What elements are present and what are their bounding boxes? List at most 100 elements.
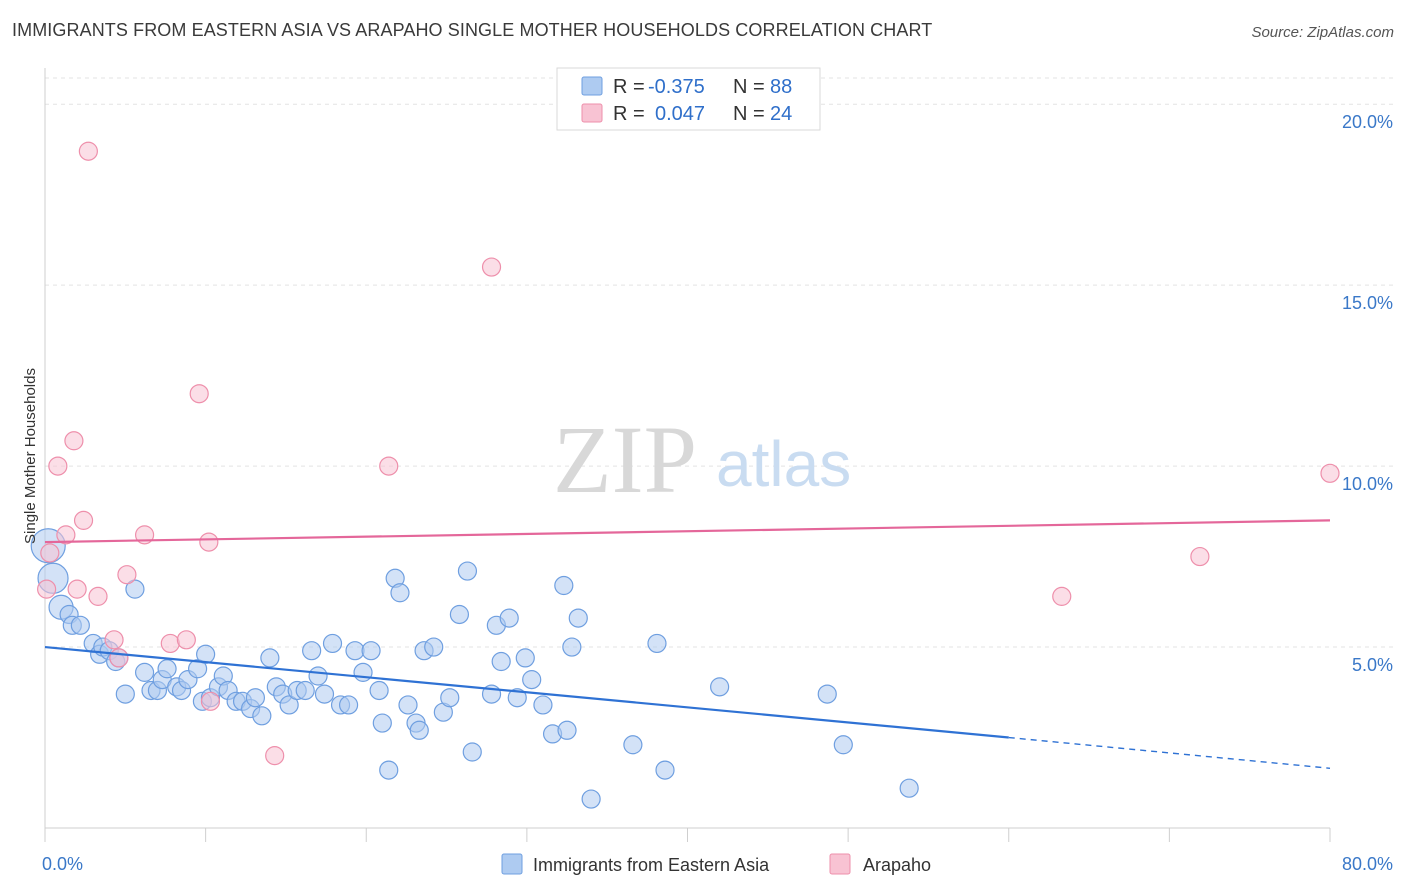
eastern-asia-point	[379, 760, 399, 780]
eastern-asia-point	[125, 579, 145, 599]
eastern-asia-point	[833, 735, 853, 755]
eastern-asia-point	[581, 789, 601, 809]
arapaho-point	[117, 565, 137, 585]
arapaho-point	[379, 456, 399, 476]
arapaho-point	[265, 746, 285, 766]
eastern-asia-point	[134, 662, 155, 682]
eastern-asia-point	[322, 633, 343, 654]
arapaho-point	[67, 579, 87, 599]
eastern-asia-trend-extension	[1008, 736, 1331, 769]
eastern-asia-point	[369, 680, 389, 701]
eastern-asia-point	[817, 684, 837, 704]
eastern-asia-point	[554, 575, 574, 596]
eastern-asia-point	[260, 648, 280, 668]
eastern-asia-point	[302, 641, 322, 661]
eastern-asia-point	[157, 659, 177, 679]
eastern-asia-point	[409, 720, 429, 740]
eastern-asia-point	[515, 648, 535, 668]
watermark: ZIP atlas	[553, 406, 851, 513]
eastern-asia-point	[252, 706, 272, 726]
arapaho-point	[1190, 546, 1210, 567]
arapaho-point	[189, 384, 209, 404]
arapaho-point	[56, 525, 76, 545]
eastern-asia-point	[457, 561, 478, 581]
eastern-asia-point	[562, 637, 582, 657]
eastern-asia-point	[647, 633, 667, 654]
arapaho-point	[200, 691, 221, 711]
y-tick-labels: 5.0% 10.0% 15.0% 20.0%	[1342, 112, 1393, 675]
watermark-zip: ZIP	[553, 406, 697, 513]
arapaho-point	[37, 579, 57, 599]
y-tick-label: 10.0%	[1342, 474, 1393, 494]
eastern-asia-point	[899, 778, 919, 798]
arapaho-point	[48, 456, 68, 476]
arapaho-point	[73, 510, 94, 530]
arapaho-trend-line	[44, 519, 1331, 544]
x-tick-label-start: 0.0%	[42, 854, 83, 874]
eastern-asia-point	[533, 695, 553, 715]
stats-r-value-arapaho: 0.047	[655, 103, 705, 125]
legend-label-arapaho: Arapaho	[863, 855, 931, 875]
y-tick-label: 15.0%	[1342, 293, 1393, 313]
grid-lines	[45, 77, 1394, 648]
eastern-asia-point	[353, 662, 373, 682]
arapaho-point	[160, 633, 180, 654]
series-legend: Immigrants from Eastern Asia Arapaho	[501, 853, 931, 875]
eastern-asia-point	[491, 651, 511, 672]
arapaho-point	[40, 543, 60, 563]
stats-n-value-eastern-asia: 88	[770, 76, 792, 98]
eastern-asia-point	[655, 760, 675, 780]
eastern-asia-point	[507, 688, 527, 708]
stats-n-value-arapaho: 24	[770, 103, 792, 125]
stats-n-label-eastern-asia: N =	[733, 76, 765, 98]
arapaho-point	[88, 586, 108, 606]
eastern-asia-point	[361, 641, 381, 661]
stats-legend: R = -0.375 N = 88 R = 0.047 N = 24	[556, 67, 821, 131]
eastern-asia-point	[710, 677, 730, 697]
x-ticks	[44, 828, 1331, 842]
eastern-asia-point	[196, 644, 216, 664]
trend-lines	[44, 519, 1331, 769]
x-tick-label-end: 80.0%	[1342, 854, 1393, 874]
eastern-asia-point	[390, 583, 410, 603]
y-tick-label: 20.0%	[1342, 112, 1393, 132]
eastern-asia-point	[308, 666, 328, 686]
arapaho-point	[481, 257, 502, 277]
arapaho-point	[176, 630, 196, 650]
arapaho-point	[104, 630, 124, 650]
eastern-asia-point	[499, 608, 519, 628]
data-points	[30, 141, 1340, 809]
arapaho-point	[109, 648, 129, 668]
stats-r-label-eastern-asia: R =	[613, 76, 645, 98]
legend-swatch-eastern-asia	[501, 853, 523, 875]
arapaho-point	[78, 141, 98, 161]
chart-title: IMMIGRANTS FROM EASTERN ASIA VS ARAPAHO …	[12, 20, 933, 40]
eastern-asia-point	[295, 680, 315, 701]
eastern-asia-point	[70, 615, 90, 635]
eastern-asia-point	[338, 695, 359, 715]
eastern-asia-point	[187, 659, 208, 679]
y-axis-label: Single Mother Households	[22, 368, 39, 544]
eastern-asia-point	[424, 637, 444, 657]
eastern-asia-point	[462, 742, 482, 762]
stats-n-label-arapaho: N =	[733, 103, 765, 125]
arapaho-point	[64, 431, 84, 451]
y-tick-label: 5.0%	[1352, 655, 1393, 675]
arapaho-point	[199, 532, 219, 552]
eastern-asia-point	[279, 695, 299, 715]
arapaho-point	[1052, 586, 1072, 606]
legend-label-eastern-asia: Immigrants from Eastern Asia	[533, 855, 770, 875]
legend-swatch-arapaho	[829, 853, 851, 875]
stats-r-value-eastern-asia: -0.375	[648, 76, 705, 98]
eastern-asia-point	[398, 695, 418, 715]
stats-swatch-arapaho	[581, 103, 603, 123]
eastern-asia-point	[372, 713, 392, 733]
eastern-asia-point	[245, 688, 266, 708]
stats-r-label-arapaho: R =	[613, 103, 645, 125]
eastern-asia-point	[623, 735, 643, 755]
eastern-asia-point	[440, 688, 460, 708]
eastern-asia-point	[522, 670, 542, 690]
eastern-asia-point	[557, 720, 577, 740]
eastern-asia-point	[568, 608, 588, 628]
